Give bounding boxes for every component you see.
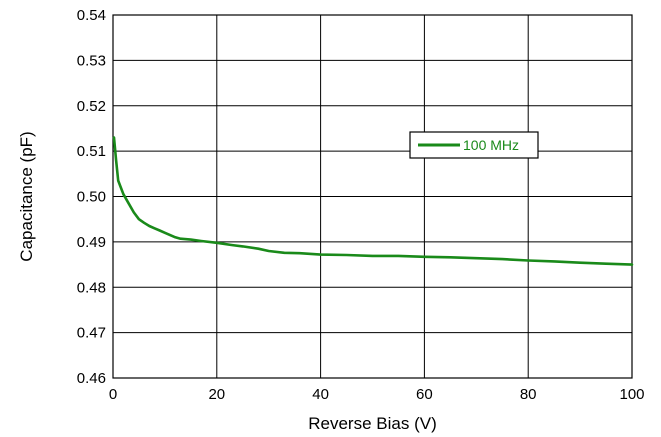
tick-labels: 0 20 40 60 80 100 0.46 0.47 0.48 0.49 0.50 0.51 0.52… [77, 7, 645, 403]
y-tick-label: 0.50 [77, 189, 106, 206]
x-axis-title: Reverse Bias (V) [308, 414, 436, 433]
y-tick-label: 0.54 [77, 7, 106, 24]
y-tick-label: 0.46 [77, 370, 106, 387]
x-tick-label: 0 [109, 386, 117, 403]
grid [113, 15, 632, 378]
x-tick-label: 60 [416, 386, 433, 403]
y-tick-label: 0.51 [77, 143, 106, 160]
x-tick-label: 80 [520, 386, 537, 403]
x-tick-label: 40 [312, 386, 329, 403]
series-line-100mhz [114, 138, 632, 265]
legend-label: 100 MHz [463, 137, 519, 153]
legend: 100 MHz [410, 132, 538, 158]
series-layer [114, 138, 632, 265]
y-tick-label: 0.49 [77, 234, 106, 251]
y-tick-label: 0.48 [77, 279, 106, 296]
y-tick-label: 0.47 [77, 325, 106, 342]
y-axis-title: Capacitance (pF) [17, 131, 36, 261]
y-tick-label: 0.52 [77, 98, 106, 115]
x-tick-label: 20 [208, 386, 225, 403]
y-tick-label: 0.53 [77, 52, 106, 69]
x-tick-label: 100 [619, 386, 644, 403]
